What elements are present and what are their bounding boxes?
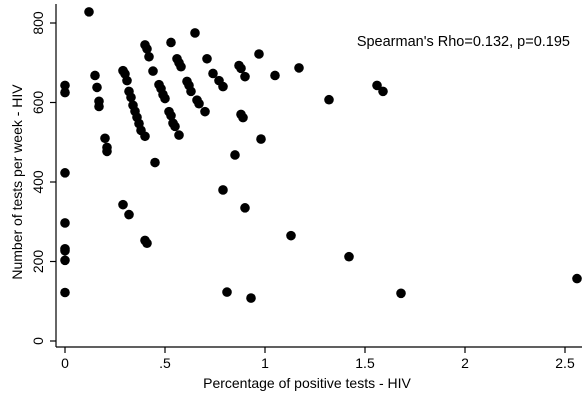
- data-point: [170, 121, 180, 132]
- x-tick-label: 1: [261, 355, 269, 371]
- x-axis-ticks: 0 .5 1 1.5 2 2.5: [61, 347, 575, 371]
- data-point: [118, 199, 128, 210]
- data-point: [148, 66, 158, 76]
- data-point: [218, 185, 228, 195]
- data-point: [286, 230, 296, 241]
- data-point: [150, 157, 160, 168]
- data-point: [60, 168, 70, 178]
- x-tick-label: 2: [461, 355, 469, 371]
- data-point: [240, 203, 250, 213]
- x-tick-label: 2.5: [555, 355, 575, 371]
- data-point: [378, 86, 388, 97]
- y-axis-ticks: 0 200 400 600 800: [30, 11, 56, 345]
- data-point: [144, 51, 154, 62]
- data-point: [186, 86, 196, 97]
- data-point: [200, 106, 210, 117]
- y-tick-label: 600: [30, 91, 46, 115]
- y-tick-label: 0: [30, 337, 46, 345]
- data-point: [142, 238, 152, 249]
- data-point: [324, 94, 334, 105]
- data-point: [240, 71, 250, 82]
- data-point: [256, 134, 266, 144]
- x-tick-label: .5: [159, 355, 171, 371]
- data-point: [94, 101, 104, 112]
- data-point: [60, 80, 70, 91]
- data-point: [126, 92, 136, 103]
- data-point: [142, 44, 152, 54]
- data-point: [270, 70, 280, 81]
- data-point: [372, 80, 382, 91]
- x-tick-label: 0: [61, 355, 69, 371]
- data-point: [238, 112, 248, 123]
- data-point: [202, 53, 212, 64]
- data-point: [208, 68, 218, 79]
- annotation: Spearman's Rho=0.132, p=0.195: [357, 34, 570, 50]
- data-point: [236, 63, 246, 74]
- data-point: [254, 49, 264, 59]
- data-point: [222, 287, 232, 297]
- x-tick-label: 1.5: [355, 355, 375, 371]
- data-point: [102, 146, 112, 157]
- data-point: [92, 82, 102, 93]
- data-point: [176, 61, 186, 72]
- data-point: [160, 93, 170, 104]
- data-point: [246, 293, 256, 303]
- data-point: [60, 287, 70, 298]
- data-point: [60, 255, 70, 266]
- data-point: [230, 150, 240, 160]
- data-points: [60, 7, 582, 303]
- data-point: [572, 273, 582, 284]
- y-tick-label: 200: [30, 250, 46, 274]
- data-point: [122, 75, 132, 86]
- data-point: [100, 133, 110, 144]
- data-point: [60, 245, 70, 256]
- y-tick-label: 400: [30, 170, 46, 194]
- data-point: [190, 28, 200, 38]
- data-point: [166, 110, 176, 121]
- data-point: [396, 288, 406, 299]
- data-point: [124, 209, 134, 220]
- x-axis-title: Percentage of positive tests - HIV: [203, 375, 411, 391]
- data-point: [294, 63, 304, 73]
- data-point: [60, 218, 70, 228]
- data-point: [218, 81, 228, 92]
- y-tick-label: 800: [30, 11, 46, 35]
- data-point: [194, 98, 204, 109]
- data-point: [174, 130, 184, 140]
- data-point: [84, 7, 94, 17]
- data-point: [166, 37, 176, 48]
- y-axis-title: Number of tests per week - HIV: [9, 84, 25, 280]
- data-point: [344, 251, 354, 262]
- data-point: [60, 87, 70, 98]
- data-point: [140, 131, 150, 142]
- data-point: [90, 70, 100, 81]
